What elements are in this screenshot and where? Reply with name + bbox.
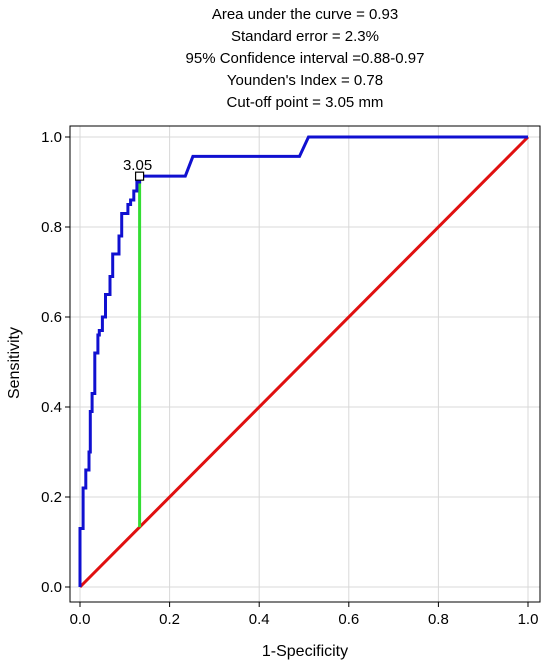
- y-tick-label: 0.6: [41, 309, 62, 326]
- title-line: Cut-off point = 3.05 mm: [227, 94, 384, 111]
- y-tick-label: 1.0: [41, 129, 62, 146]
- roc-line: [78, 135, 528, 587]
- x-tick-label: 0.2: [159, 611, 180, 628]
- title-line: 95% Confidence interval =0.88-0.97: [186, 50, 425, 67]
- x-tick-label: 0.6: [338, 611, 359, 628]
- cutoff-point-marker: [134, 171, 145, 181]
- x-tick-labels: 0.0 0.2 0.4 0.6 0.8 1.0: [70, 611, 539, 628]
- x-tick-label: 0.4: [249, 611, 270, 628]
- x-axis-label: 1-Specificity: [262, 643, 348, 660]
- title-line: Younden's Index = 0.78: [227, 72, 383, 89]
- y-tick-label: 0.0: [41, 579, 62, 596]
- x-tick-label: 1.0: [518, 611, 539, 628]
- y-tick-label: 0.4: [41, 399, 62, 416]
- y-tick-label: 0.8: [41, 219, 62, 236]
- y-axis-label: Sensitivity: [6, 327, 23, 399]
- series-lines: [78, 135, 530, 589]
- grid-lines: [70, 126, 540, 602]
- title-line: Area under the curve = 0.93: [212, 6, 398, 23]
- reference-line: [78, 135, 530, 589]
- annotations: 3.05: [123, 157, 152, 181]
- plot-frame: [69, 125, 541, 603]
- chart-title: Area under the curve = 0.93 Standard erro…: [186, 6, 425, 111]
- title-line: Standard error = 2.3%: [231, 28, 379, 45]
- axis-ticks: [65, 136, 529, 607]
- x-tick-label: 0.8: [428, 611, 449, 628]
- x-tick-label: 0.0: [70, 611, 91, 628]
- y-tick-label: 0.2: [41, 489, 62, 506]
- cutoff-point-label: 3.05: [123, 157, 152, 174]
- y-tick-labels: 0.0 0.2 0.4 0.6 0.8 1.0: [41, 129, 62, 596]
